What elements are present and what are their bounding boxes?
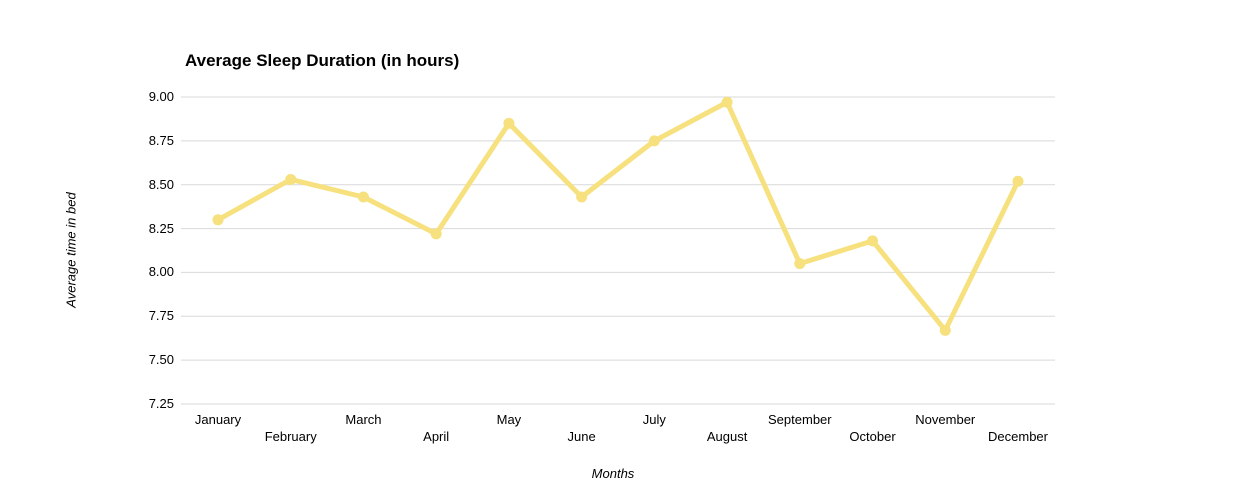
data-point	[939, 324, 951, 336]
x-tick-label: June	[567, 429, 596, 444]
y-tick-label: 9.00	[148, 89, 174, 104]
x-tick-label: January	[194, 412, 242, 427]
data-point	[867, 235, 879, 247]
series-line	[215, 99, 1021, 333]
series-group	[212, 96, 1024, 336]
data-point	[576, 191, 588, 203]
data-point	[212, 214, 224, 226]
data-point	[430, 228, 442, 240]
data-point	[794, 258, 806, 270]
data-point	[357, 191, 369, 203]
chart-title: Average Sleep Duration (in hours)	[185, 51, 460, 70]
data-point	[503, 117, 515, 129]
x-tick-label: March	[345, 412, 382, 427]
x-tick-label: December	[988, 429, 1048, 444]
data-point	[1012, 175, 1024, 187]
y-tick-label: 8.00	[148, 264, 174, 280]
x-tick-label: November	[915, 412, 976, 427]
x-tick-label: September	[768, 412, 832, 427]
y-tick-label: 8.75	[148, 132, 174, 148]
data-point	[285, 173, 297, 185]
y-tick-label: 7.25	[148, 396, 174, 411]
x-tick-label: May	[496, 412, 522, 427]
y-tick-label: 8.25	[148, 220, 174, 236]
x-tick-label: October	[849, 429, 896, 444]
x-tick-label: August	[706, 429, 748, 444]
x-tick-label: April	[423, 429, 450, 444]
x-tick-label: February	[264, 429, 317, 444]
gridlines-group	[181, 96, 1055, 405]
y-axis-title: Average time in bed	[63, 192, 79, 308]
y-tick-label: 7.50	[148, 352, 174, 368]
y-tick-label: 7.75	[148, 308, 174, 324]
data-point	[648, 135, 660, 147]
x-axis-title: Months	[591, 466, 635, 481]
y-tick-label: 8.50	[148, 176, 174, 192]
data-point	[721, 96, 733, 108]
x-tick-label: July	[642, 412, 666, 427]
